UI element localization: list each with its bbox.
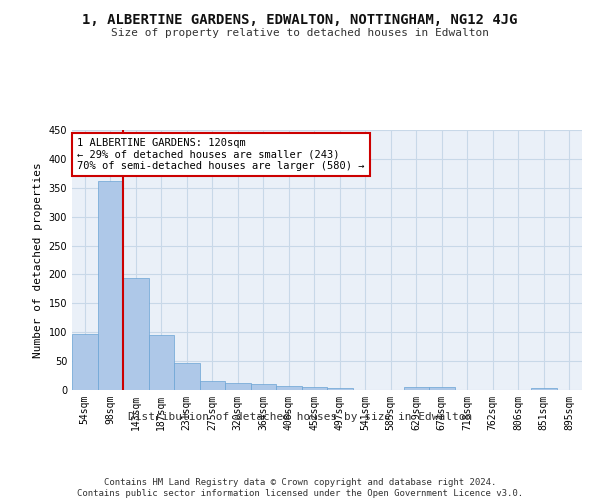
Bar [174,364,199,390]
Text: 1 ALBERTINE GARDENS: 120sqm
← 29% of detached houses are smaller (243)
70% of se: 1 ALBERTINE GARDENS: 120sqm ← 29% of det… [77,138,365,171]
Bar [97,181,123,390]
Bar [327,388,353,390]
Bar [225,383,251,390]
Bar [429,387,455,390]
Bar [149,335,174,390]
Bar [123,278,149,390]
Text: Size of property relative to detached houses in Edwalton: Size of property relative to detached ho… [111,28,489,38]
Bar [72,334,97,390]
Bar [251,384,276,390]
Text: 1, ALBERTINE GARDENS, EDWALTON, NOTTINGHAM, NG12 4JG: 1, ALBERTINE GARDENS, EDWALTON, NOTTINGH… [82,12,518,26]
Bar [302,386,327,390]
Bar [199,382,225,390]
Bar [531,388,557,390]
Bar [276,386,302,390]
Y-axis label: Number of detached properties: Number of detached properties [33,162,43,358]
Text: Contains HM Land Registry data © Crown copyright and database right 2024.
Contai: Contains HM Land Registry data © Crown c… [77,478,523,498]
Text: Distribution of detached houses by size in Edwalton: Distribution of detached houses by size … [128,412,472,422]
Bar [404,387,429,390]
